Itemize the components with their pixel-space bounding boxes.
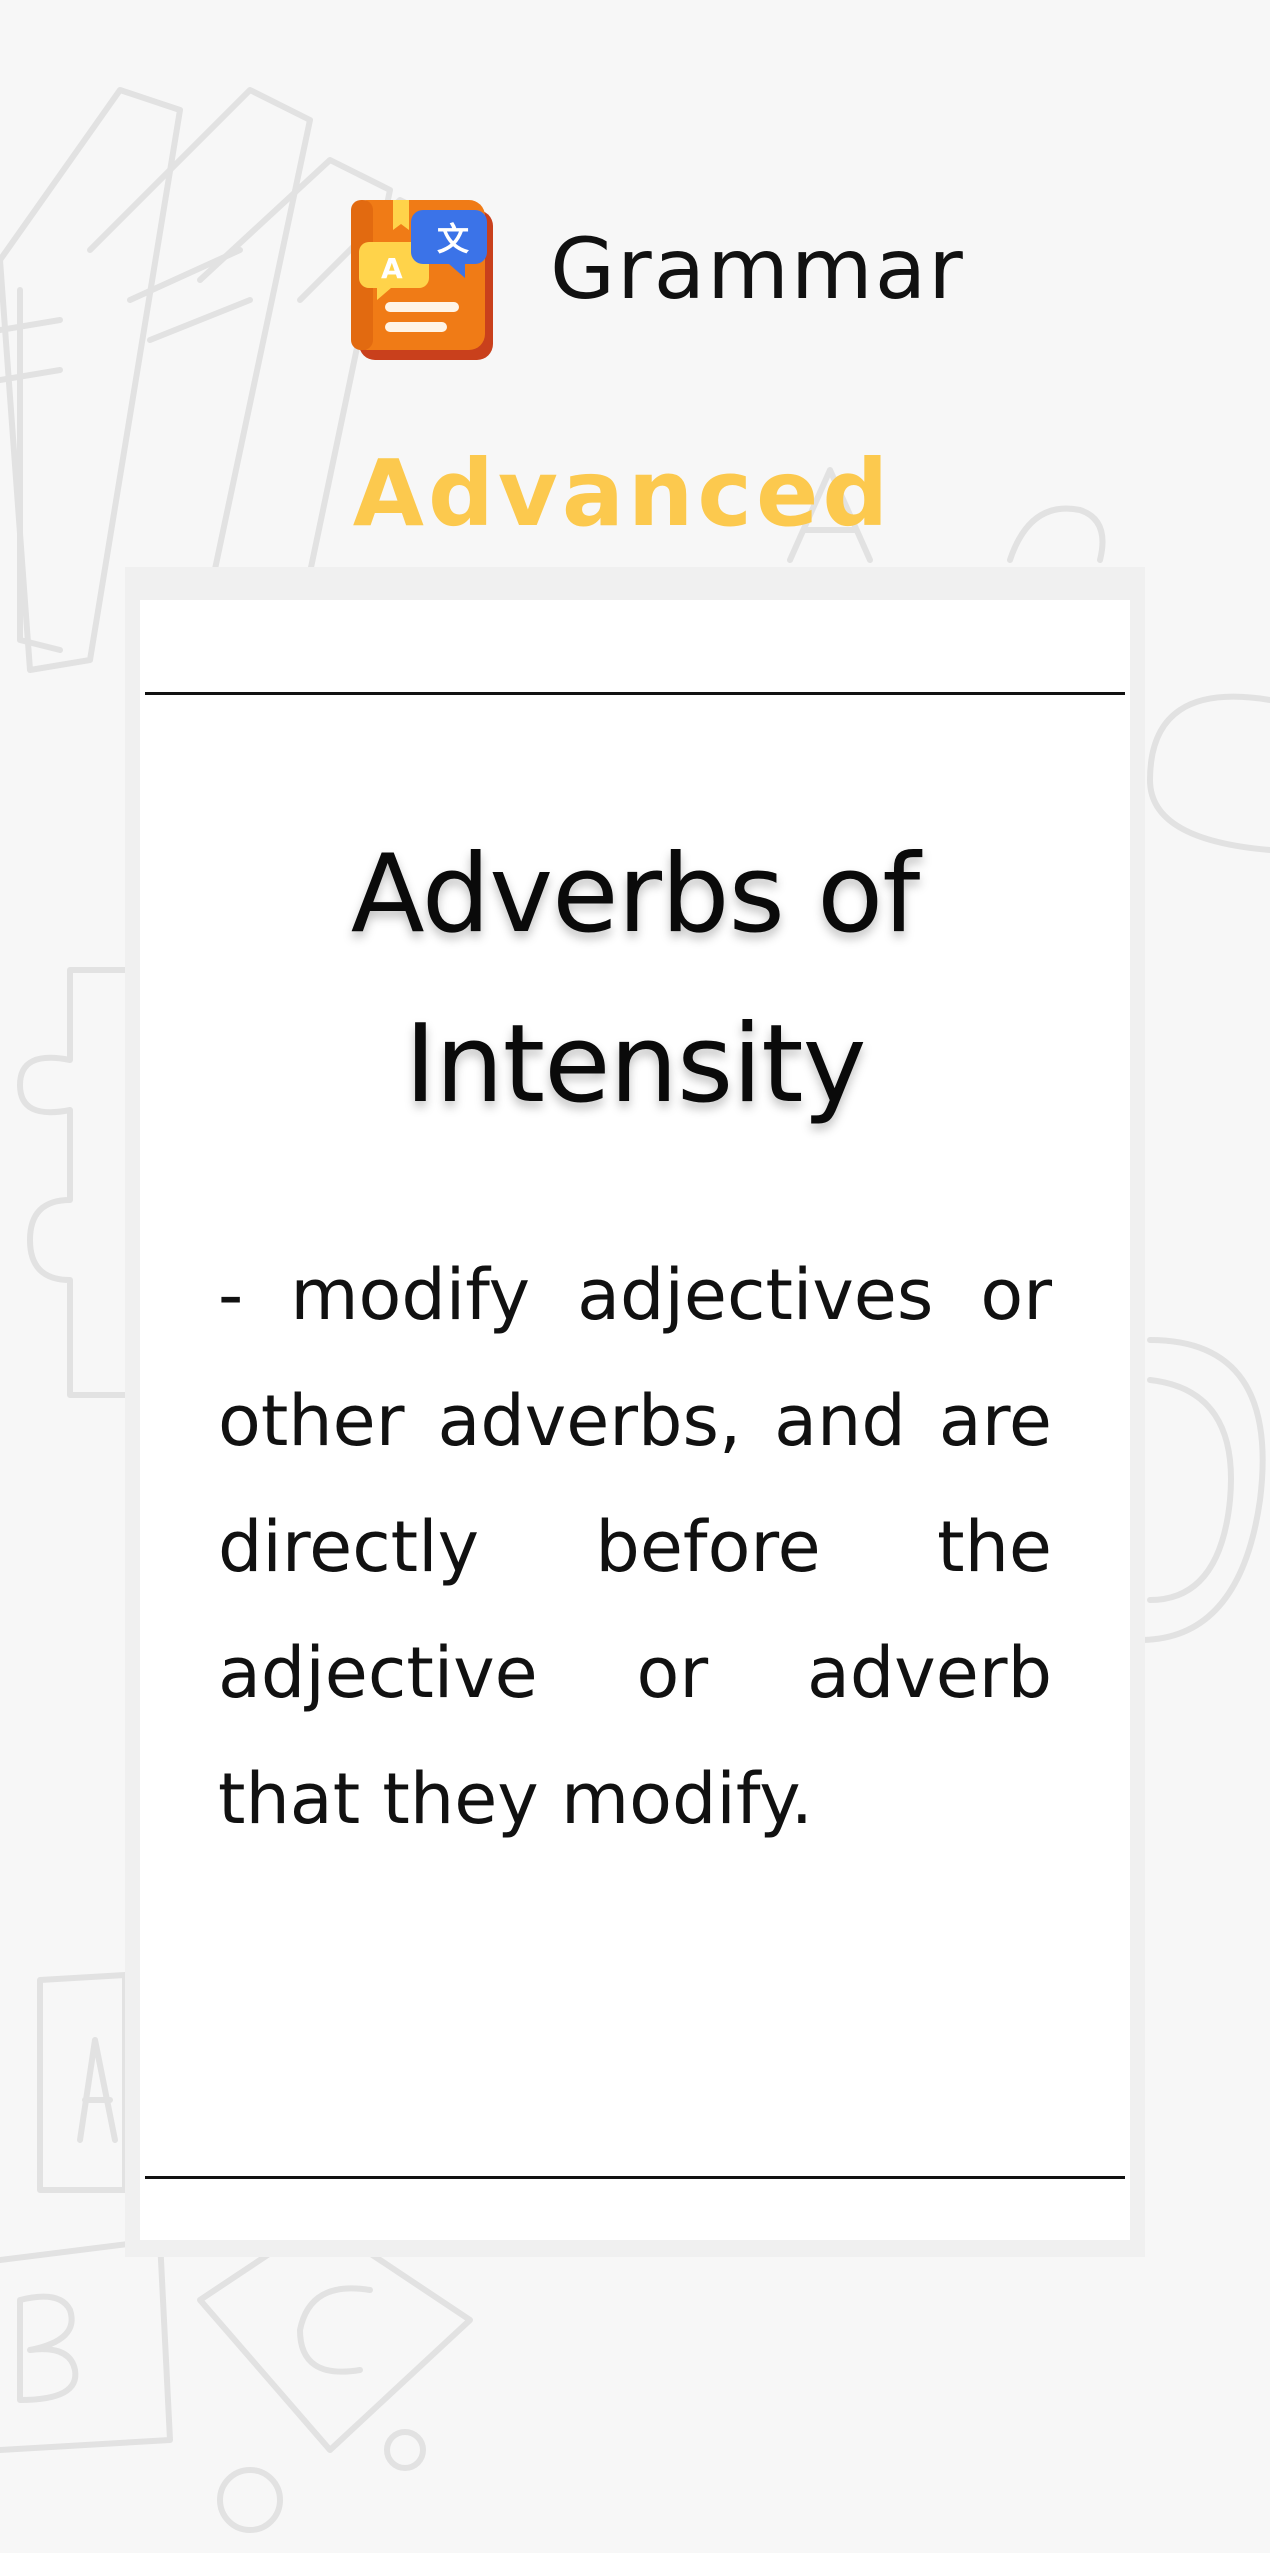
card-heading: Adverbs of Intensity bbox=[350, 832, 921, 1127]
svg-text:A: A bbox=[381, 252, 403, 285]
app-header: A 文 Grammar bbox=[0, 180, 1270, 360]
app-title: Grammar bbox=[550, 220, 965, 318]
card-body-text: - modify adjectives or other adverbs, an… bbox=[218, 1254, 1052, 1840]
level-label: Advanced bbox=[352, 440, 893, 547]
card-divider-bottom bbox=[145, 2176, 1125, 2179]
translate-book-icon: A 文 bbox=[351, 200, 493, 360]
card-divider-top bbox=[145, 692, 1125, 695]
svg-text:文: 文 bbox=[437, 220, 469, 258]
lesson-card bbox=[140, 600, 1130, 2240]
